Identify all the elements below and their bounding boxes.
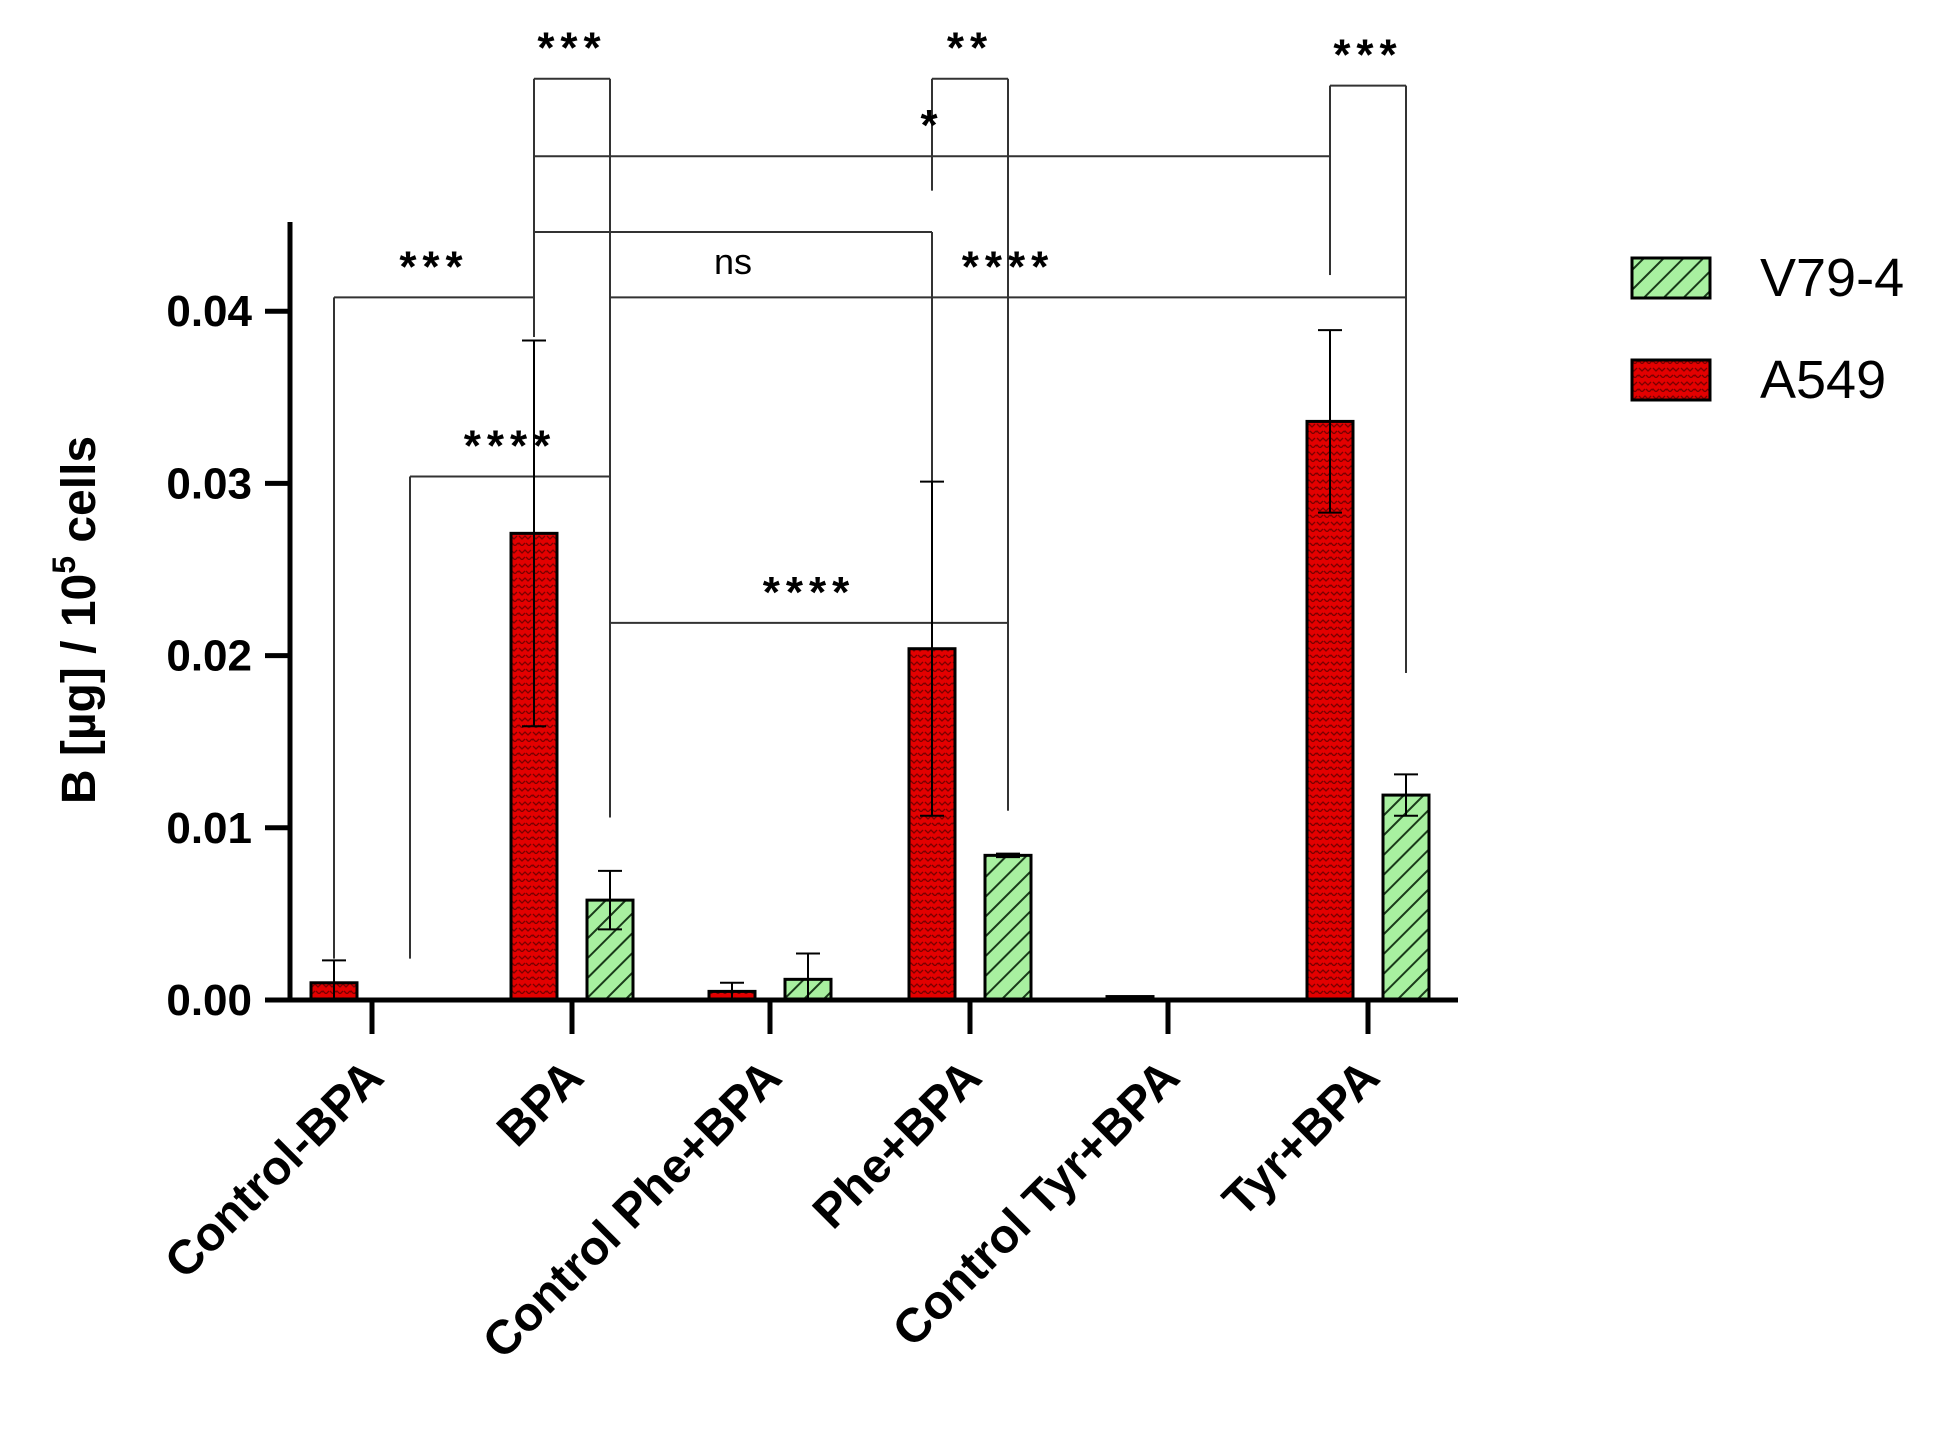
y-axis-title-main: B [µg] / 10 (53, 574, 106, 804)
significance-label-8: **** (763, 568, 856, 617)
bar-v79-4-tyr-bpa (1381, 793, 1431, 1002)
significance-bracket-5 (333, 296, 535, 959)
y-tick-label-1: 0.01 (166, 804, 252, 853)
significance-bracket-8 (609, 621, 1009, 818)
y-tick-label-0: 0.00 (166, 976, 252, 1025)
error-bar-a549-bpa (522, 339, 546, 728)
significance-label-5: *** (399, 242, 468, 291)
legend-label-a549: A549 (1760, 350, 1886, 410)
x-tick-label-tyr-bpa: Tyr+BPA (1213, 1050, 1390, 1227)
significance-label-2: *** (1333, 31, 1402, 80)
y-axis-title: B [µg] / 105 cells (46, 436, 106, 804)
bars (309, 419, 1431, 1002)
error-bar-v79-4-tyr-bpa (1394, 773, 1418, 817)
significance-label-1: ** (947, 24, 993, 73)
error-bar-a549-tyr-bpa (1318, 329, 1342, 514)
error-bar-v79-4-bpa (598, 869, 622, 931)
y-axis-ticks: 0.00 0.01 0.02 0.03 0.04 (166, 287, 290, 1025)
x-tick-label-control-bpa: Control-BPA (155, 1050, 394, 1289)
error-bar-a549-phe-bpa (920, 480, 944, 817)
significance-bracket-4 (533, 230, 933, 482)
x-tick-label-bpa: BPA (487, 1050, 594, 1157)
legend-swatch-v79-4 (1630, 256, 1712, 300)
y-axis-title-suffix: cells (53, 436, 106, 556)
x-tick-label-phe-bpa: Phe+BPA (803, 1050, 992, 1239)
significance-label-3: * (920, 101, 943, 150)
y-axis-title-superscript: 5 (46, 556, 82, 574)
significance-label-7: **** (464, 422, 557, 471)
bar-v79-4-phe-bpa (983, 853, 1033, 1002)
significance-label-0: *** (537, 24, 606, 73)
y-tick-label-4: 0.04 (166, 287, 252, 336)
legend-label-v79-4: V79-4 (1760, 248, 1904, 308)
y-tick-label-3: 0.03 (166, 459, 252, 508)
significance-label-6: **** (962, 242, 1055, 291)
error-bar-v79-4-phe-bpa (996, 852, 1020, 859)
legend: V79-4 A549 (1630, 248, 1904, 410)
significance-brackets: *** ** ****ns*** ************ (333, 24, 1407, 959)
y-tick-label-2: 0.02 (166, 632, 252, 681)
significance-label-4: ns (714, 241, 752, 282)
legend-swatch-a549 (1630, 358, 1712, 402)
